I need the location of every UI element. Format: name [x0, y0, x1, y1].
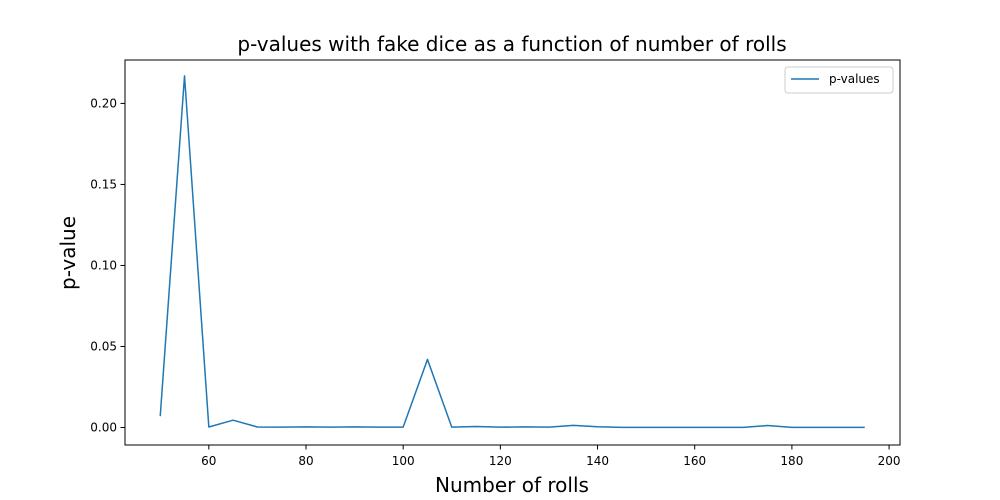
- x-tick-label: 60: [201, 454, 216, 468]
- y-tick-label: 0.15: [90, 177, 117, 191]
- x-axis: 60 80 100 120 140 160 180 200: [201, 445, 901, 468]
- y-axis-label: p-value: [56, 216, 80, 290]
- x-tick-label: 180: [780, 454, 803, 468]
- series-line-p-values: [159, 75, 865, 429]
- x-axis-label: Number of rolls: [435, 473, 589, 497]
- x-tick-label: 80: [298, 454, 313, 468]
- axes-frame: [124, 59, 901, 446]
- x-tick-label: 140: [586, 454, 609, 468]
- x-tick-label: 100: [392, 454, 415, 468]
- y-tick-label: 0.00: [90, 421, 117, 435]
- legend-label-p-values: p-values: [829, 72, 880, 86]
- legend-box: [784, 66, 894, 94]
- x-tick-label: 120: [489, 454, 512, 468]
- y-tick-label: 0.10: [90, 258, 117, 272]
- legend: p-values: [784, 66, 894, 94]
- x-tick-label: 200: [878, 454, 901, 468]
- chart-title: p-values with fake dice as a function of…: [237, 32, 786, 56]
- y-tick-label: 0.05: [90, 339, 117, 353]
- y-tick-label: 0.20: [90, 96, 117, 110]
- y-axis: 0.00 0.05 0.10 0.15 0.20: [90, 96, 125, 435]
- plot-area: [159, 75, 865, 429]
- x-tick-label: 160: [683, 454, 706, 468]
